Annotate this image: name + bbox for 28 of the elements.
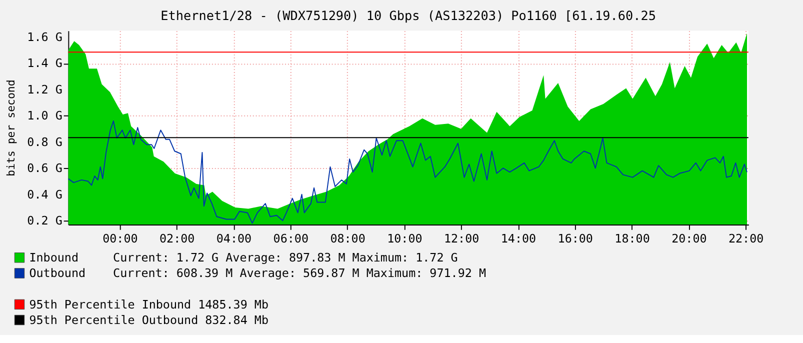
y-tick-label: 0.8 G: [27, 134, 62, 149]
x-tick-label: 06:00: [273, 232, 308, 246]
x-tick-label: 18:00: [614, 232, 650, 246]
x-tick-label: 08:00: [330, 232, 366, 246]
y-tick-label: 0.2 G: [27, 213, 62, 228]
chart-title: Ethernet1/28 - (WDX751290) 10 Gbps (AS132203) Po1160 [61.19.60.25: [160, 8, 656, 23]
x-tick-label: 20:00: [672, 232, 707, 246]
text: Current: 1.72 G Average: 897.83 M Maximum: 1.72 G: [113, 250, 458, 265]
text: Current: 608.39 M Average: 569.87 M Maximum: 971.92 M: [113, 266, 486, 280]
y-tick-label: 1.6 G: [27, 30, 62, 44]
legend-label: 95th Percentile Inbound 1485.39 Mb: [29, 297, 268, 312]
y-tick-label: 1.0 G: [27, 108, 62, 123]
legend-label: 95th Percentile Outbound 832.84 Mb: [29, 312, 268, 327]
legend-label: Outbound: [29, 266, 86, 280]
x-tick-label: 10:00: [387, 232, 422, 246]
y-tick-label: 1.4 G: [27, 56, 62, 70]
x-tick-label: 02:00: [160, 232, 195, 246]
x-tick-label: 12:00: [444, 232, 480, 246]
x-tick-label: 04:00: [216, 232, 252, 246]
x-tick-label: 14:00: [500, 232, 536, 246]
x-tick-label: 16:00: [558, 232, 593, 246]
x-tick-label: 22:00: [728, 232, 764, 246]
y-tick-label: 1.2 G: [27, 82, 62, 96]
y-tick-label: 0.4 G: [27, 187, 62, 202]
x-tick-label: 00:00: [102, 232, 138, 246]
y-tick-label: 0.6 G: [27, 161, 62, 176]
y-axis-title: bits per second: [4, 80, 18, 176]
legend-label: Inbound: [29, 250, 78, 265]
